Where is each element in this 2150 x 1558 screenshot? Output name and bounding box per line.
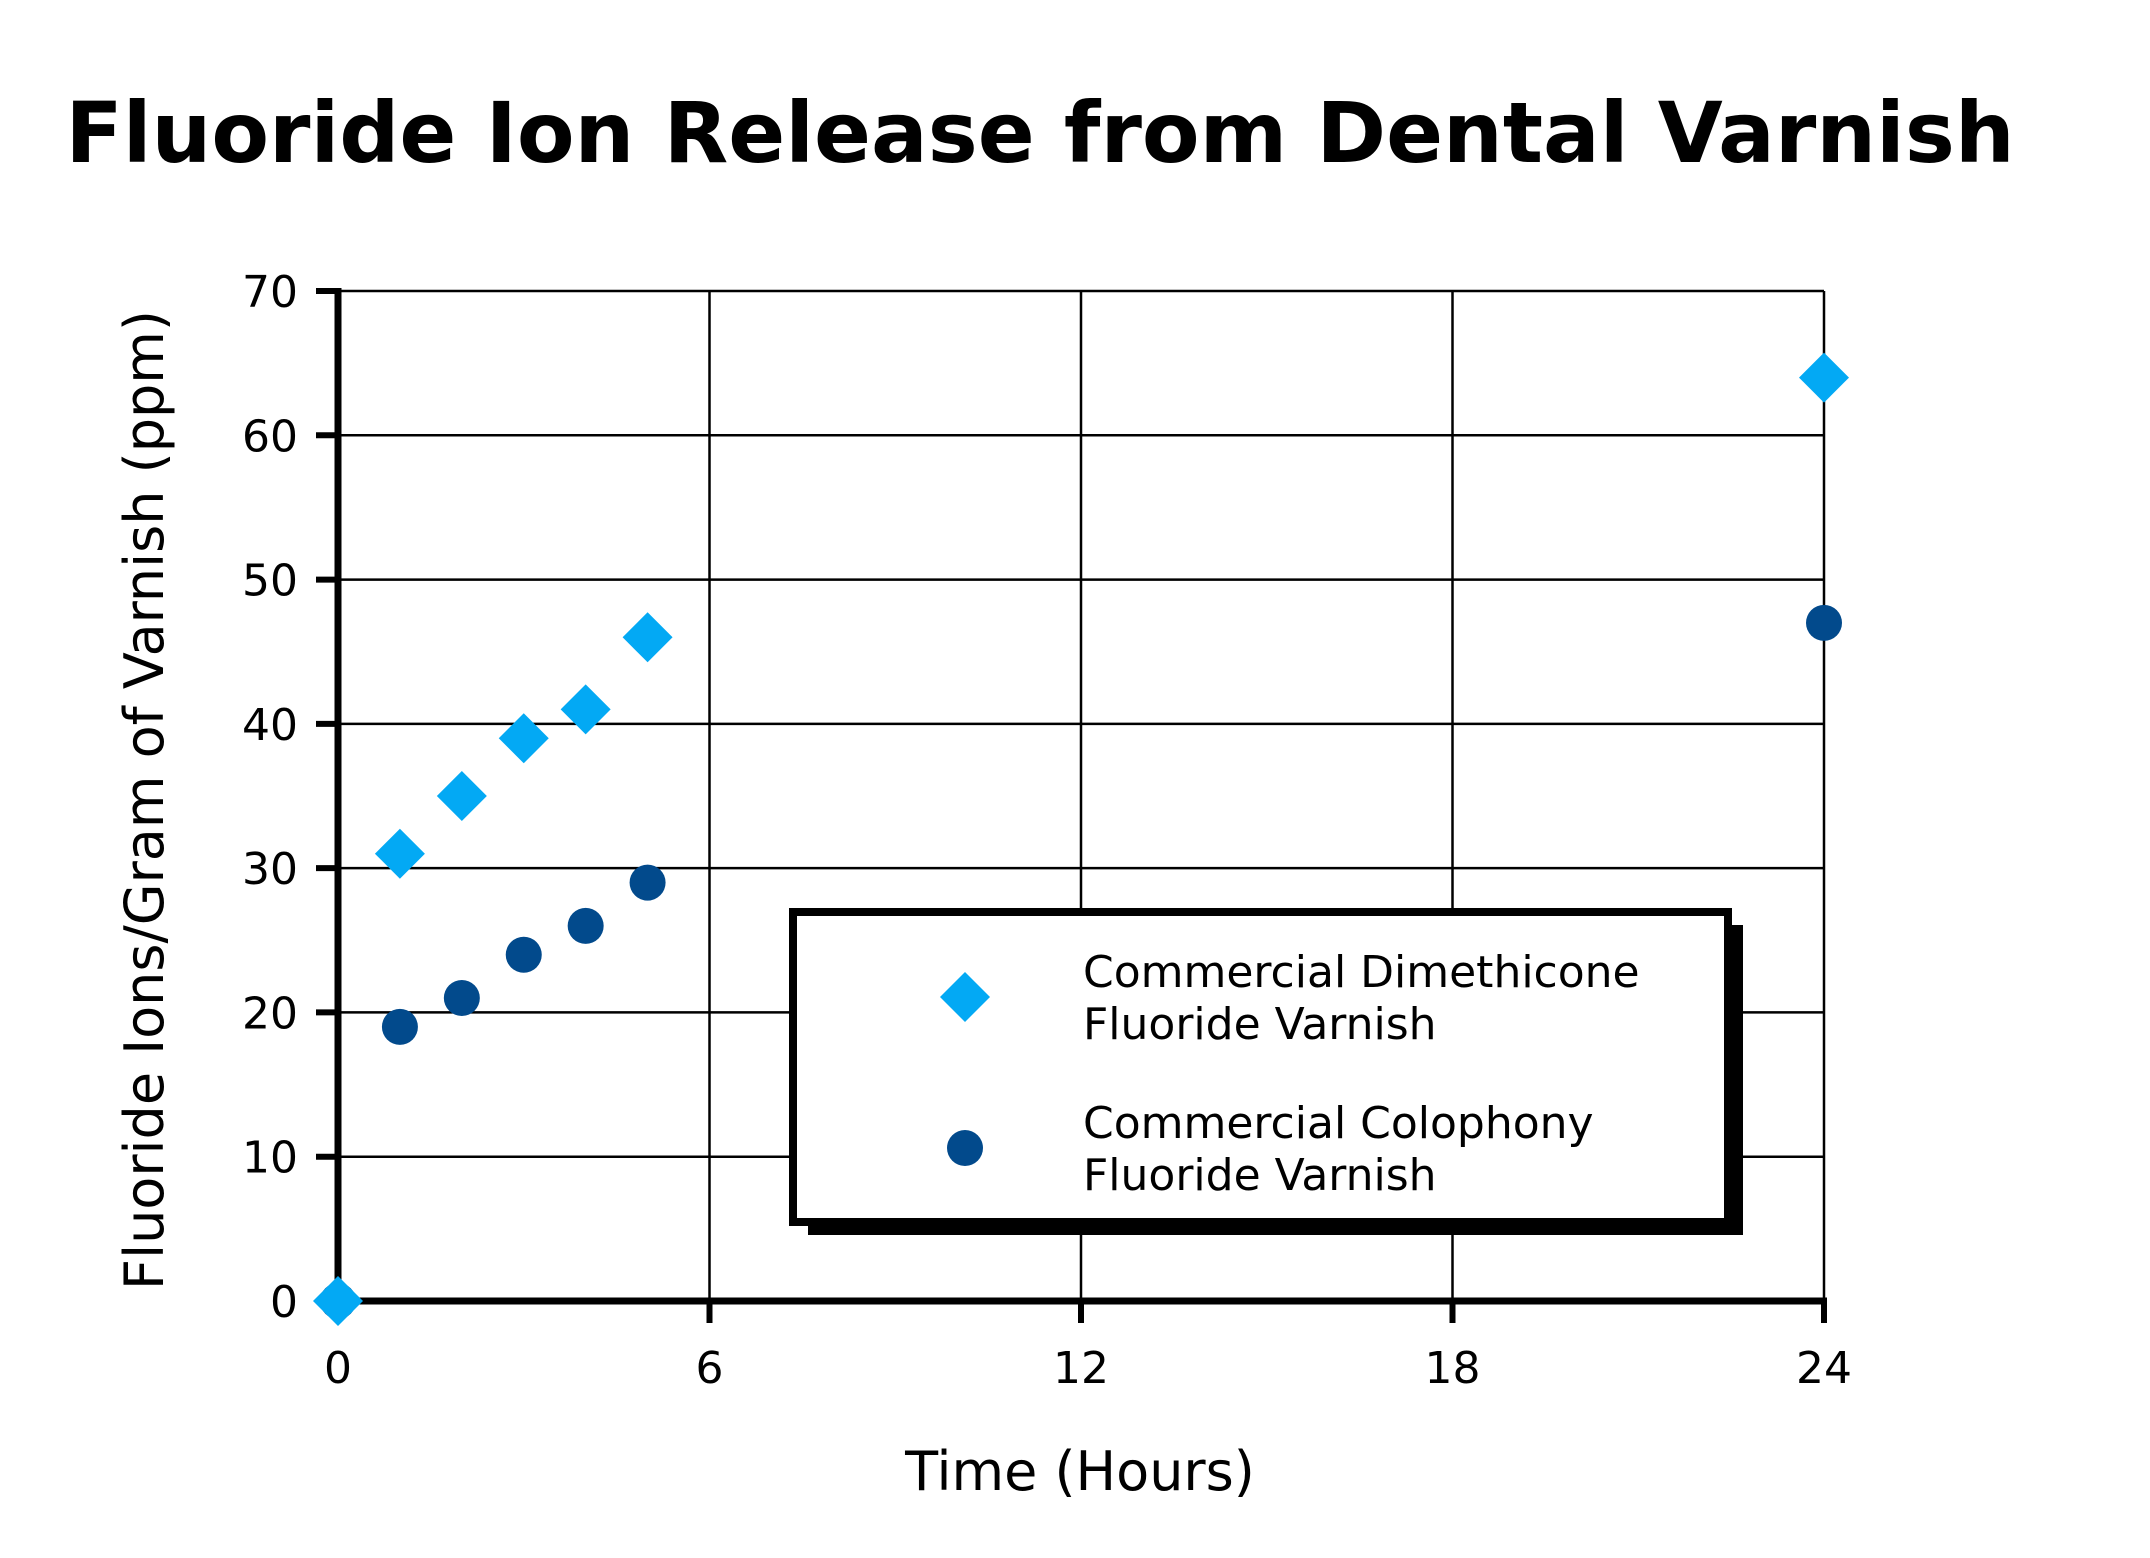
x-tick-label-6: 6 — [696, 1343, 724, 1394]
series-0-point-3 — [498, 713, 549, 764]
x-tick-label-12: 12 — [1053, 1343, 1109, 1394]
legend-label-0-line-1: Fluoride Varnish — [1083, 999, 1437, 1050]
legend-marker-1 — [947, 1130, 983, 1166]
y-tick-label-60: 60 — [242, 411, 298, 462]
tick-labels: 0 10 20 30 40 50 60 70 0 6 12 18 24 — [242, 267, 1852, 1394]
series-0-point-6 — [1799, 352, 1849, 403]
y-tick-label-50: 50 — [242, 556, 298, 607]
series-0-point-1 — [374, 828, 425, 879]
series-1-point-3 — [505, 936, 542, 973]
data-points — [313, 352, 1849, 1326]
series-1-point-6 — [1806, 604, 1842, 641]
series-1-point-2 — [443, 980, 480, 1016]
x-tick-label-24: 24 — [1796, 1343, 1852, 1394]
chart-title: Fluoride Ion Release from Dental Varnish — [65, 84, 2014, 182]
x-tick-label-18: 18 — [1425, 1343, 1481, 1394]
y-tick-label-10: 10 — [242, 1133, 298, 1184]
series-1-point-5 — [629, 864, 666, 901]
legend-marker-0 — [940, 972, 990, 1022]
y-axis-label: Fluoride Ions/Gram of Varnish (ppm) — [113, 310, 176, 1290]
legend-box — [789, 908, 1732, 1226]
legend-label-1-line-0: Commercial Colophony — [1083, 1098, 1594, 1149]
x-tick-label-0: 0 — [324, 1343, 352, 1394]
x-axis-label: Time (Hours) — [904, 1440, 1255, 1503]
y-tick-label-40: 40 — [242, 700, 298, 751]
y-tick-label-70: 70 — [242, 267, 298, 318]
series-0-point-2 — [436, 771, 487, 821]
series-1-point-4 — [567, 907, 604, 944]
series-1-point-1 — [381, 1008, 418, 1045]
y-tick-label-30: 30 — [242, 844, 298, 895]
series-0-point-4 — [560, 684, 611, 735]
y-tick-label-0: 0 — [270, 1277, 298, 1328]
legend-label-0-line-0: Commercial Dimethicone — [1083, 947, 1640, 998]
series-0-point-0 — [313, 1276, 363, 1326]
series-0-point-5 — [622, 612, 673, 663]
y-tick-label-20: 20 — [242, 988, 298, 1039]
legend-label-1-line-1: Fluoride Varnish — [1083, 1150, 1437, 1201]
